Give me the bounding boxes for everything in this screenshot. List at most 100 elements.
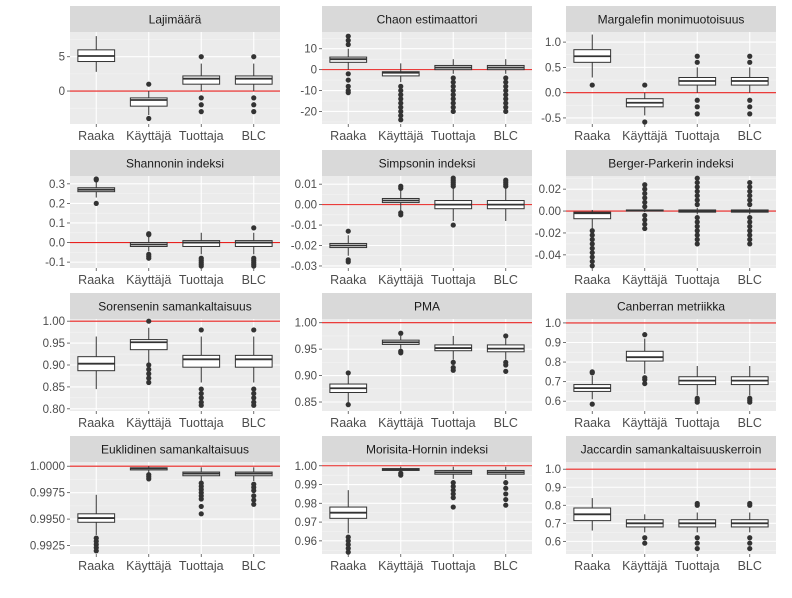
facet-strip — [322, 293, 532, 319]
facet-panel: Canberran metriikka 0.6 0.7 0.8 0.9 1.0 Raaka K… — [545, 293, 776, 430]
facet-title: Jaccardin samankaltaisuuskerroin — [581, 443, 762, 457]
facet-strip — [566, 293, 776, 319]
box-tuottaja — [678, 500, 717, 552]
y-tick-label: 0.95 — [43, 338, 65, 350]
outlier-point — [694, 540, 700, 546]
outlier-point — [450, 83, 456, 89]
outlier-point — [345, 41, 351, 48]
outlier-point — [146, 362, 152, 368]
y-tick-label: 0.01 — [295, 179, 317, 191]
y-tick-label: 0 — [311, 65, 317, 77]
box-iqr — [381, 71, 420, 77]
outlier-point — [503, 362, 509, 368]
outlier-point — [198, 503, 204, 510]
facet-strip — [566, 150, 776, 176]
outlier-point — [747, 241, 753, 247]
facet-title: Shannonin indeksi — [126, 157, 224, 171]
outlier-point — [747, 193, 753, 199]
box-käyttäjä — [381, 466, 420, 478]
box-käyttäjä — [129, 231, 168, 261]
outlier-point — [398, 96, 404, 102]
x-tick-label: Käyttäjä — [378, 416, 423, 430]
box-raaka — [573, 369, 612, 407]
box-tuottaja — [434, 335, 473, 373]
box-raaka — [329, 228, 368, 265]
outlier-point — [450, 92, 456, 98]
outlier-point — [198, 54, 204, 60]
y-tick-label: 0.95 — [295, 344, 317, 356]
outlier-point — [694, 179, 700, 186]
y-tick-label: 0.90 — [295, 371, 317, 383]
outlier-point — [398, 92, 404, 98]
outlier-point — [251, 497, 257, 503]
outlier-point — [198, 402, 204, 408]
outlier-point — [747, 104, 753, 110]
facet-title: PMA — [414, 300, 440, 314]
facet-strip — [322, 150, 532, 176]
y-tick-label: 1.0 — [545, 464, 561, 476]
outlier-point — [251, 395, 257, 401]
outlier-point — [398, 83, 404, 89]
facet-strip — [70, 6, 280, 32]
outlier-point — [694, 175, 700, 181]
x-tick-label: BLC — [242, 416, 266, 430]
outlier-point — [694, 184, 700, 190]
outlier-point — [694, 545, 700, 552]
box-blc — [486, 59, 525, 115]
facet-title: Canberran metriikka — [617, 300, 725, 314]
outlier-point — [345, 538, 351, 544]
facet-panel: Berger-Parkerin indeksi -0.04 -0.02 0.00 0.0… — [535, 150, 776, 287]
x-tick-label: Tuottaja — [179, 273, 224, 287]
outlier-point — [747, 232, 753, 238]
outlier-point — [642, 190, 648, 197]
x-tick-label: Käyttäjä — [622, 129, 667, 143]
outlier-point — [398, 117, 404, 123]
box-blc — [486, 466, 525, 508]
outlier-point — [398, 472, 404, 478]
y-tick-label: 0.97 — [295, 517, 317, 529]
outlier-point — [503, 92, 509, 98]
y-tick-label: 0.80 — [43, 404, 65, 416]
outlier-point — [251, 102, 257, 108]
outlier-point — [450, 100, 456, 106]
box-raaka — [573, 498, 612, 531]
outlier-point — [642, 380, 648, 387]
x-tick-label: BLC — [494, 273, 518, 287]
outlier-point — [345, 90, 351, 96]
outlier-point — [146, 379, 152, 386]
x-tick-label: Tuottaja — [179, 559, 224, 573]
box-raaka — [77, 336, 116, 390]
x-tick-label: Tuottaja — [179, 416, 224, 430]
facet-panel: Morisita-Hornin indeksi 0.96 0.97 0.98 0.99 1… — [295, 436, 532, 573]
outlier-point — [694, 236, 700, 243]
outlier-point — [251, 95, 257, 101]
x-tick-label: Käyttäjä — [378, 559, 423, 573]
outlier-point — [589, 245, 595, 251]
outlier-point — [503, 177, 509, 183]
outlier-point — [694, 201, 700, 208]
y-tick-label: 1.00 — [295, 318, 317, 330]
outlier-point — [251, 225, 257, 231]
box-blc — [486, 333, 525, 374]
outlier-point — [146, 371, 152, 377]
outlier-point — [398, 87, 404, 94]
outlier-point — [642, 82, 648, 88]
outlier-point — [450, 487, 456, 493]
box-iqr — [625, 350, 664, 362]
outlier-point — [642, 535, 648, 541]
y-tick-label: 0.02 — [539, 184, 561, 196]
y-tick-label: 0.7 — [545, 518, 561, 530]
outlier-point — [251, 109, 257, 115]
outlier-point — [589, 250, 595, 256]
outlier-point — [251, 327, 257, 333]
outlier-point — [694, 223, 700, 229]
plot-background — [322, 176, 532, 268]
outlier-point — [198, 263, 204, 269]
outlier-point — [747, 540, 753, 546]
x-tick-label: BLC — [242, 273, 266, 287]
outlier-point — [694, 219, 700, 225]
outlier-point — [146, 366, 152, 372]
outlier-point — [450, 491, 456, 497]
box-raaka — [77, 494, 116, 554]
